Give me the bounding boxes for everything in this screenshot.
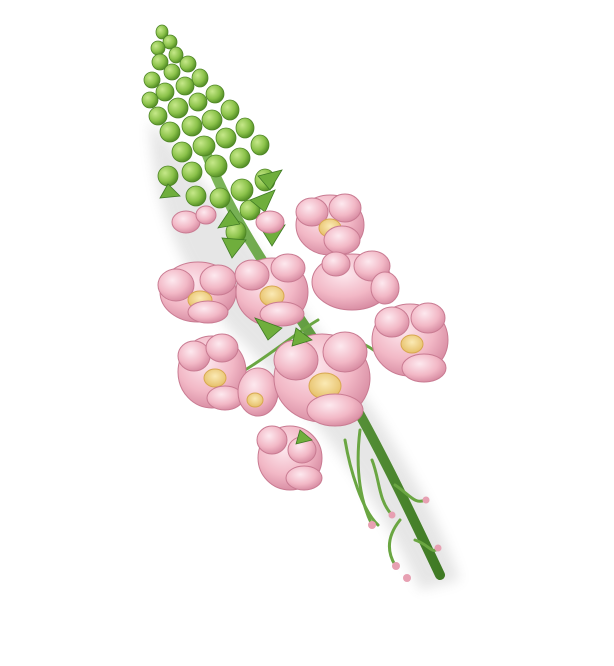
flower-8 (273, 331, 371, 427)
flowers (157, 193, 449, 491)
flower-3 (234, 253, 309, 327)
flower-4 (311, 250, 400, 311)
flower-6 (177, 333, 247, 411)
flower-9 (256, 425, 323, 491)
flower-5 (371, 302, 449, 383)
flower-7 (237, 367, 279, 417)
flower-2 (157, 261, 237, 324)
bud-cluster (141, 24, 276, 244)
stalk-tips (368, 496, 442, 582)
flower-1 (295, 193, 365, 256)
flower-bud-1 (171, 205, 285, 234)
leaves (254, 317, 313, 445)
